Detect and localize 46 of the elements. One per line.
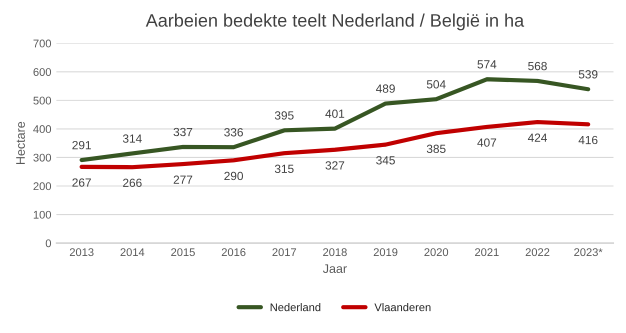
- y-tick-label: 400: [33, 125, 52, 134]
- data-label: 337: [174, 128, 192, 136]
- data-label: 315: [274, 164, 294, 174]
- data-label: 568: [528, 62, 547, 70]
- data-label: 267: [72, 178, 91, 187]
- y-tick-label: 300: [33, 154, 52, 162]
- x-tick-label: 2019: [374, 248, 398, 256]
- data-label: 266: [123, 178, 142, 187]
- x-tick-label: 2022: [526, 248, 550, 256]
- chart-title: Aarbeien bedekte teelt Nederland / België in ha: [146, 14, 524, 30]
- data-label: 314: [122, 134, 142, 143]
- data-label: 291: [72, 140, 91, 150]
- data-label: 395: [274, 111, 294, 120]
- legend-label: Vlaanderen: [374, 303, 430, 312]
- legend-label: Nederland: [270, 303, 320, 312]
- data-label: 539: [578, 70, 598, 79]
- data-label: 416: [578, 136, 598, 144]
- data-label: 345: [376, 156, 395, 164]
- y-tick-label: 600: [34, 68, 52, 76]
- data-label: 327: [326, 161, 344, 170]
- data-label: 336: [224, 128, 243, 136]
- x-tick-label: 2017: [272, 248, 296, 256]
- data-label: 277: [174, 176, 192, 184]
- x-tick-label: 2013: [70, 248, 94, 256]
- x-tick-label: 2016: [222, 248, 246, 256]
- x-tick-label: 2018: [323, 248, 347, 256]
- x-axis-title: Jaar: [322, 264, 347, 274]
- y-tick-label: 200: [34, 182, 52, 190]
- data-label: 401: [325, 110, 344, 118]
- data-label: 407: [477, 138, 496, 147]
- data-label: 385: [426, 144, 446, 154]
- x-tick-label: 2021: [475, 248, 499, 256]
- x-tick-label: 2023*: [574, 248, 603, 256]
- y-axis-title: Hectare: [16, 122, 25, 164]
- x-tick-label: 2020: [424, 248, 448, 256]
- x-tick-label: 2014: [120, 248, 144, 256]
- data-label: 424: [528, 134, 548, 142]
- y-tick-label: 100: [34, 210, 52, 219]
- y-tick-label: 0: [46, 239, 52, 248]
- x-tick-label: 2015: [171, 248, 195, 256]
- data-label: 489: [376, 84, 395, 93]
- data-label: 574: [477, 60, 496, 69]
- data-label: 290: [224, 172, 243, 180]
- y-tick-label: 700: [34, 40, 52, 48]
- y-tick-label: 500: [33, 96, 52, 105]
- data-label: 504: [426, 80, 446, 89]
